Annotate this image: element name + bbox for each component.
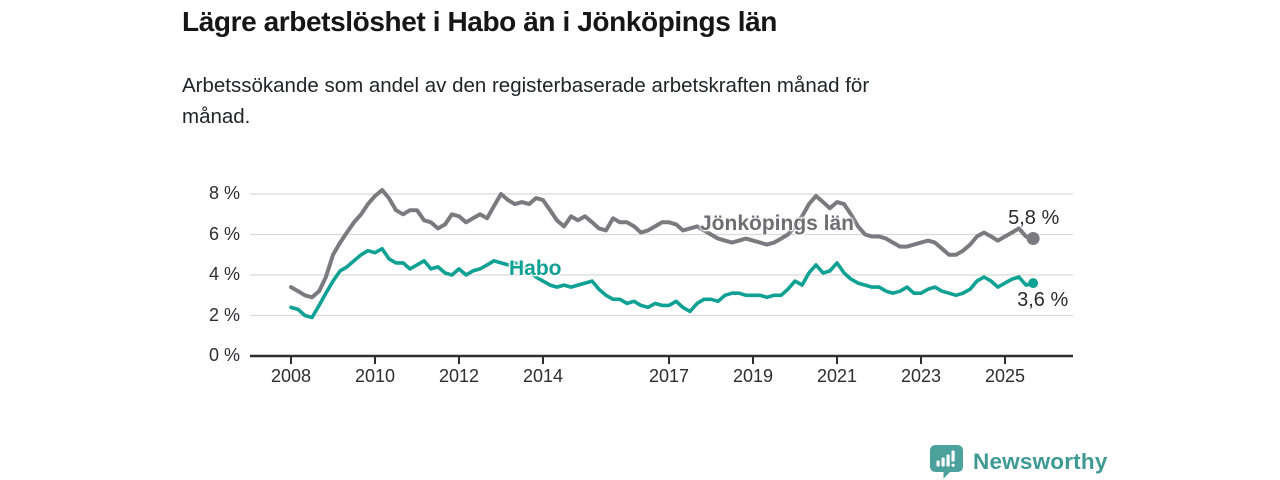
y-axis-tick-label: 2 %: [208, 304, 240, 325]
x-axis-tick-label: 2010: [354, 366, 396, 386]
x-axis-tick-label: 2025: [984, 366, 1026, 386]
x-axis-tick-label: 2019: [732, 366, 774, 386]
end-value-label-habo: 3,6 %: [1017, 289, 1069, 312]
series-line-jonkopings-lan: [289, 188, 1036, 300]
y-axis-tick-label: 8 %: [208, 183, 240, 203]
newsworthy-logo: Newsworthy: [930, 445, 1108, 479]
x-axis-tick-label: 2008: [270, 366, 312, 386]
y-axis-tick-label: 6 %: [208, 223, 240, 244]
newsworthy-bars-speech-bubble-icon: [930, 445, 963, 479]
series-label-habo: Habo: [509, 257, 562, 280]
brand-name: Newsworthy: [973, 449, 1108, 474]
series-end-dot: [1026, 232, 1040, 246]
series-line-habo: [289, 246, 1035, 320]
x-axis-tick-label: 2012: [438, 366, 480, 386]
x-axis-tick-label: 2014: [522, 366, 564, 386]
page-title: Lägre arbetslöshet i Habo än i Jönköping…: [182, 6, 778, 37]
y-axis-tick-label: 0 %: [208, 345, 240, 365]
x-axis-tick-label: 2017: [648, 366, 690, 386]
chart-subtitle: Arbetssökande som andel av den registerb…: [182, 74, 870, 128]
x-axis-tick-label: 2023: [900, 366, 942, 386]
end-value-label-jonkopings-lan: 5,8 %: [1008, 206, 1060, 229]
x-axis-tick-label: 2021: [816, 366, 858, 386]
series-label-jonkopings-lan: Jönköpings län: [700, 212, 855, 235]
y-axis-tick-label: 4 %: [208, 264, 240, 284]
series-end-dot: [1028, 278, 1039, 289]
